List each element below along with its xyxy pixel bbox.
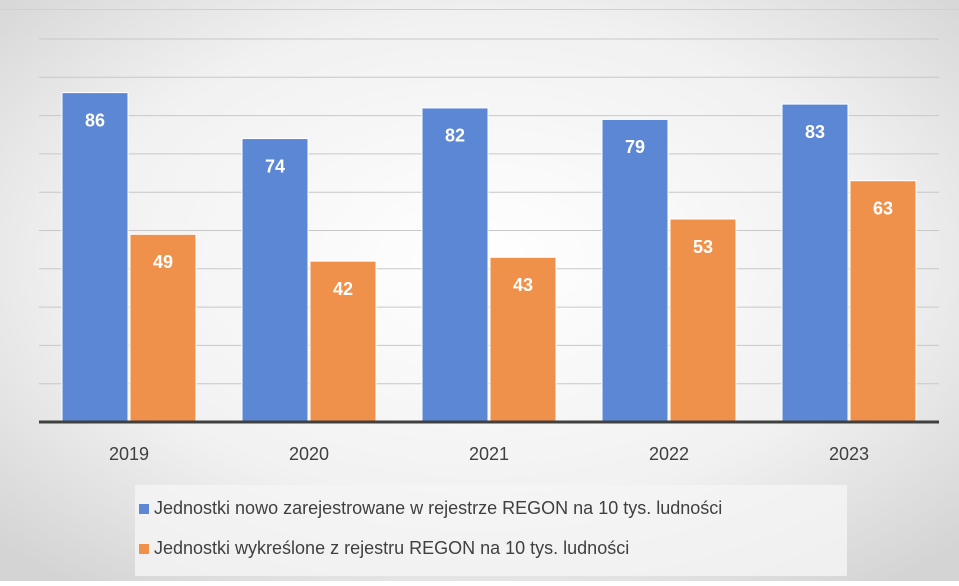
- x-tick-label: 2020: [289, 444, 329, 464]
- legend-label: Jednostki nowo zarejestrowane w rejestrz…: [154, 498, 722, 518]
- legend-swatch: [139, 544, 149, 554]
- bar: [849, 180, 917, 423]
- x-tick-label: 2019: [109, 444, 149, 464]
- x-tick-label: 2022: [649, 444, 689, 464]
- bar: [129, 233, 197, 423]
- bar: [421, 107, 489, 423]
- legend-box: [135, 485, 847, 576]
- bar: [309, 260, 377, 423]
- legend-label: Jednostki wykreślone z rejestru REGON na…: [154, 538, 629, 558]
- bar: [601, 118, 669, 423]
- data-label: 49: [153, 252, 173, 272]
- bar: [489, 256, 557, 423]
- bar: [61, 92, 129, 423]
- data-label: 42: [333, 279, 353, 299]
- x-tick-label: 2023: [829, 444, 869, 464]
- x-tick-label: 2021: [469, 444, 509, 464]
- data-label: 63: [873, 198, 893, 218]
- data-label: 43: [513, 275, 533, 295]
- bar: [669, 218, 737, 423]
- bar: [781, 103, 849, 423]
- bar: [241, 138, 309, 423]
- legend-swatch: [139, 504, 149, 514]
- data-label: 53: [693, 237, 713, 257]
- data-label: 74: [265, 156, 285, 176]
- data-label: 82: [445, 126, 465, 146]
- data-label: 83: [805, 122, 825, 142]
- data-label: 86: [85, 110, 105, 130]
- data-label: 79: [625, 137, 645, 157]
